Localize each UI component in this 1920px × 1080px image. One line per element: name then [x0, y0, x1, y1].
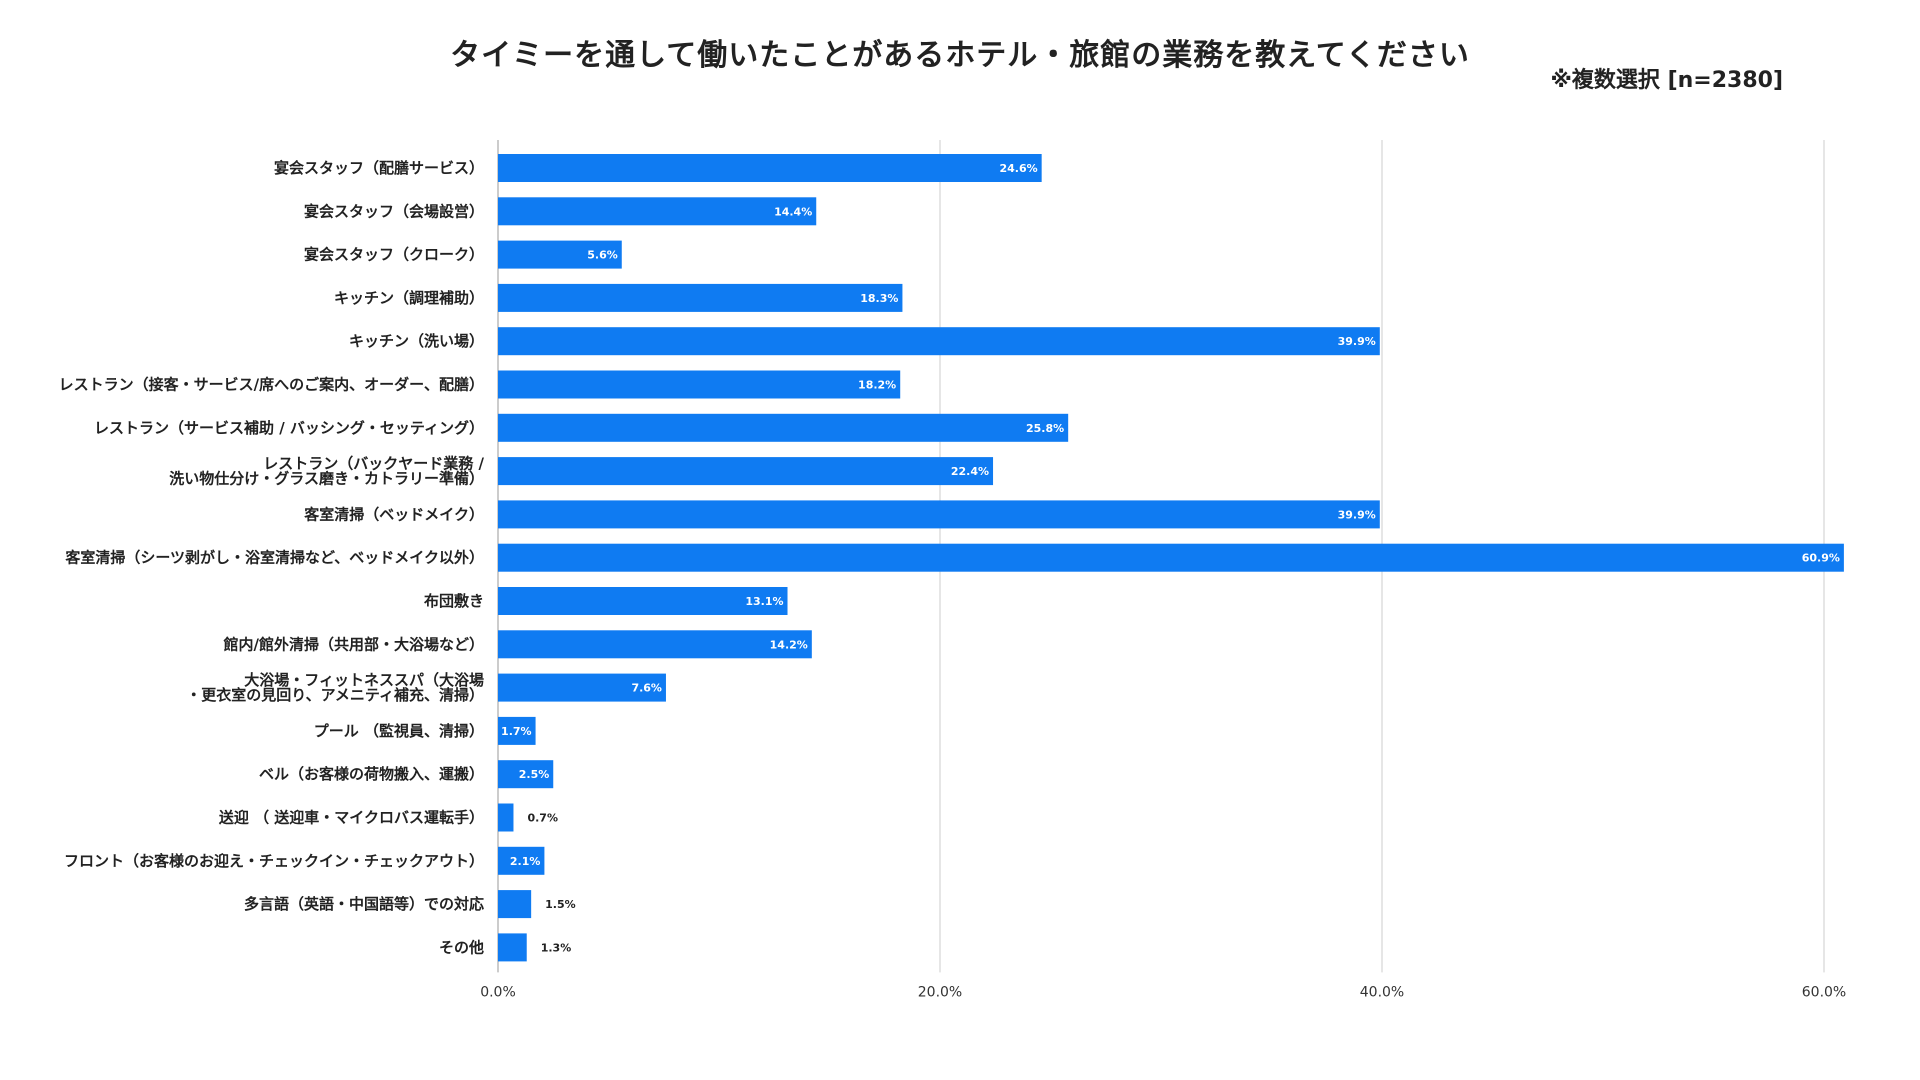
category-label: キッチン（調理補助） [334, 289, 484, 307]
category-label: 大浴場・フィットネススパ（大浴場 [244, 671, 484, 689]
data-label: 1.3% [541, 941, 572, 954]
bar [498, 283, 903, 312]
data-label: 0.7% [527, 812, 558, 825]
category-label: プール （監視員、清掃） [314, 722, 484, 740]
bar [498, 370, 901, 399]
bar [498, 760, 554, 789]
bar [498, 933, 527, 962]
bar [498, 587, 788, 615]
category-label: 客室清掃（ベッドメイク） [303, 505, 484, 523]
data-label: 13.1% [745, 595, 783, 608]
chart-title: タイミーを通して働いたことがあるホテル・旅館の業務を教えてください [450, 38, 1470, 73]
category-label: 宴会スタッフ（会場設営） [304, 202, 484, 220]
bar [498, 630, 812, 659]
data-label: 25.8% [1026, 422, 1064, 435]
category-label: その他 [439, 938, 484, 956]
data-label: 1.5% [545, 898, 576, 911]
data-label: 14.2% [770, 638, 808, 651]
data-label: 2.1% [510, 855, 541, 868]
category-label: 多言語（英語・中国語等）での対応 [244, 895, 484, 913]
x-tick-label: 60.0% [1802, 984, 1846, 1000]
bar [498, 543, 1844, 572]
data-label: 5.6% [587, 249, 618, 262]
category-label: レストラン（サービス補助 / バッシング・セッティング） [94, 419, 484, 437]
data-label: 2.5% [519, 768, 550, 781]
data-label: 18.2% [858, 379, 896, 392]
bar [498, 890, 532, 919]
category-label: 宴会スタッフ（配膳サービス） [274, 159, 484, 177]
category-label: レストラン（バックヤード業務 / [263, 455, 484, 473]
data-label: 60.9% [1802, 552, 1840, 565]
bar [498, 327, 1380, 356]
data-label: 22.4% [951, 465, 989, 478]
data-label: 24.6% [999, 162, 1037, 175]
category-label: 布団敷き [424, 592, 484, 610]
category-label: レストラン（接客・サービス/席へのご案内、オーダー、配膳） [59, 376, 484, 394]
bar [498, 457, 994, 486]
category-label: 館内/館外清掃（共用部・大浴場など） [223, 635, 484, 653]
x-tick-label: 20.0% [918, 984, 962, 1000]
bar [498, 803, 514, 832]
bar [498, 413, 1069, 442]
x-tick-label: 40.0% [1360, 984, 1404, 1000]
category-label: 送迎 （ 送迎車・マイクロバス運転手） [218, 809, 484, 827]
category-label: 洗い物仕分け・グラス磨き・カトラリー準備） [169, 470, 484, 488]
bar [498, 197, 817, 226]
data-label: 7.6% [631, 682, 662, 695]
data-label: 39.9% [1338, 335, 1376, 348]
category-label: キッチン（洗い場） [349, 332, 484, 350]
data-label: 14.4% [774, 205, 812, 218]
category-label: ベル（お客様の荷物搬入、運搬） [259, 765, 484, 783]
bar [498, 240, 622, 269]
bar [498, 154, 1042, 182]
bar [498, 500, 1380, 529]
category-label: フロント（お客様のお迎え・チェックイン・チェックアウト） [64, 852, 484, 870]
data-label: 18.3% [860, 292, 898, 305]
bar [498, 716, 536, 745]
category-label: ・更衣室の見回り、アメニティ補充、清掃） [186, 686, 484, 704]
x-tick-label: 0.0% [480, 984, 516, 1000]
category-label: 宴会スタッフ（クローク） [304, 246, 484, 264]
data-label: 39.9% [1338, 508, 1376, 521]
category-label: 客室清掃（シーツ剥がし・浴室清掃など、ベッドメイク以外） [64, 549, 484, 567]
data-label: 1.7% [501, 725, 532, 738]
bar [498, 673, 666, 702]
bar [498, 846, 545, 875]
chart-subtitle: ※複数選択 [n=2380] [1550, 68, 1783, 93]
